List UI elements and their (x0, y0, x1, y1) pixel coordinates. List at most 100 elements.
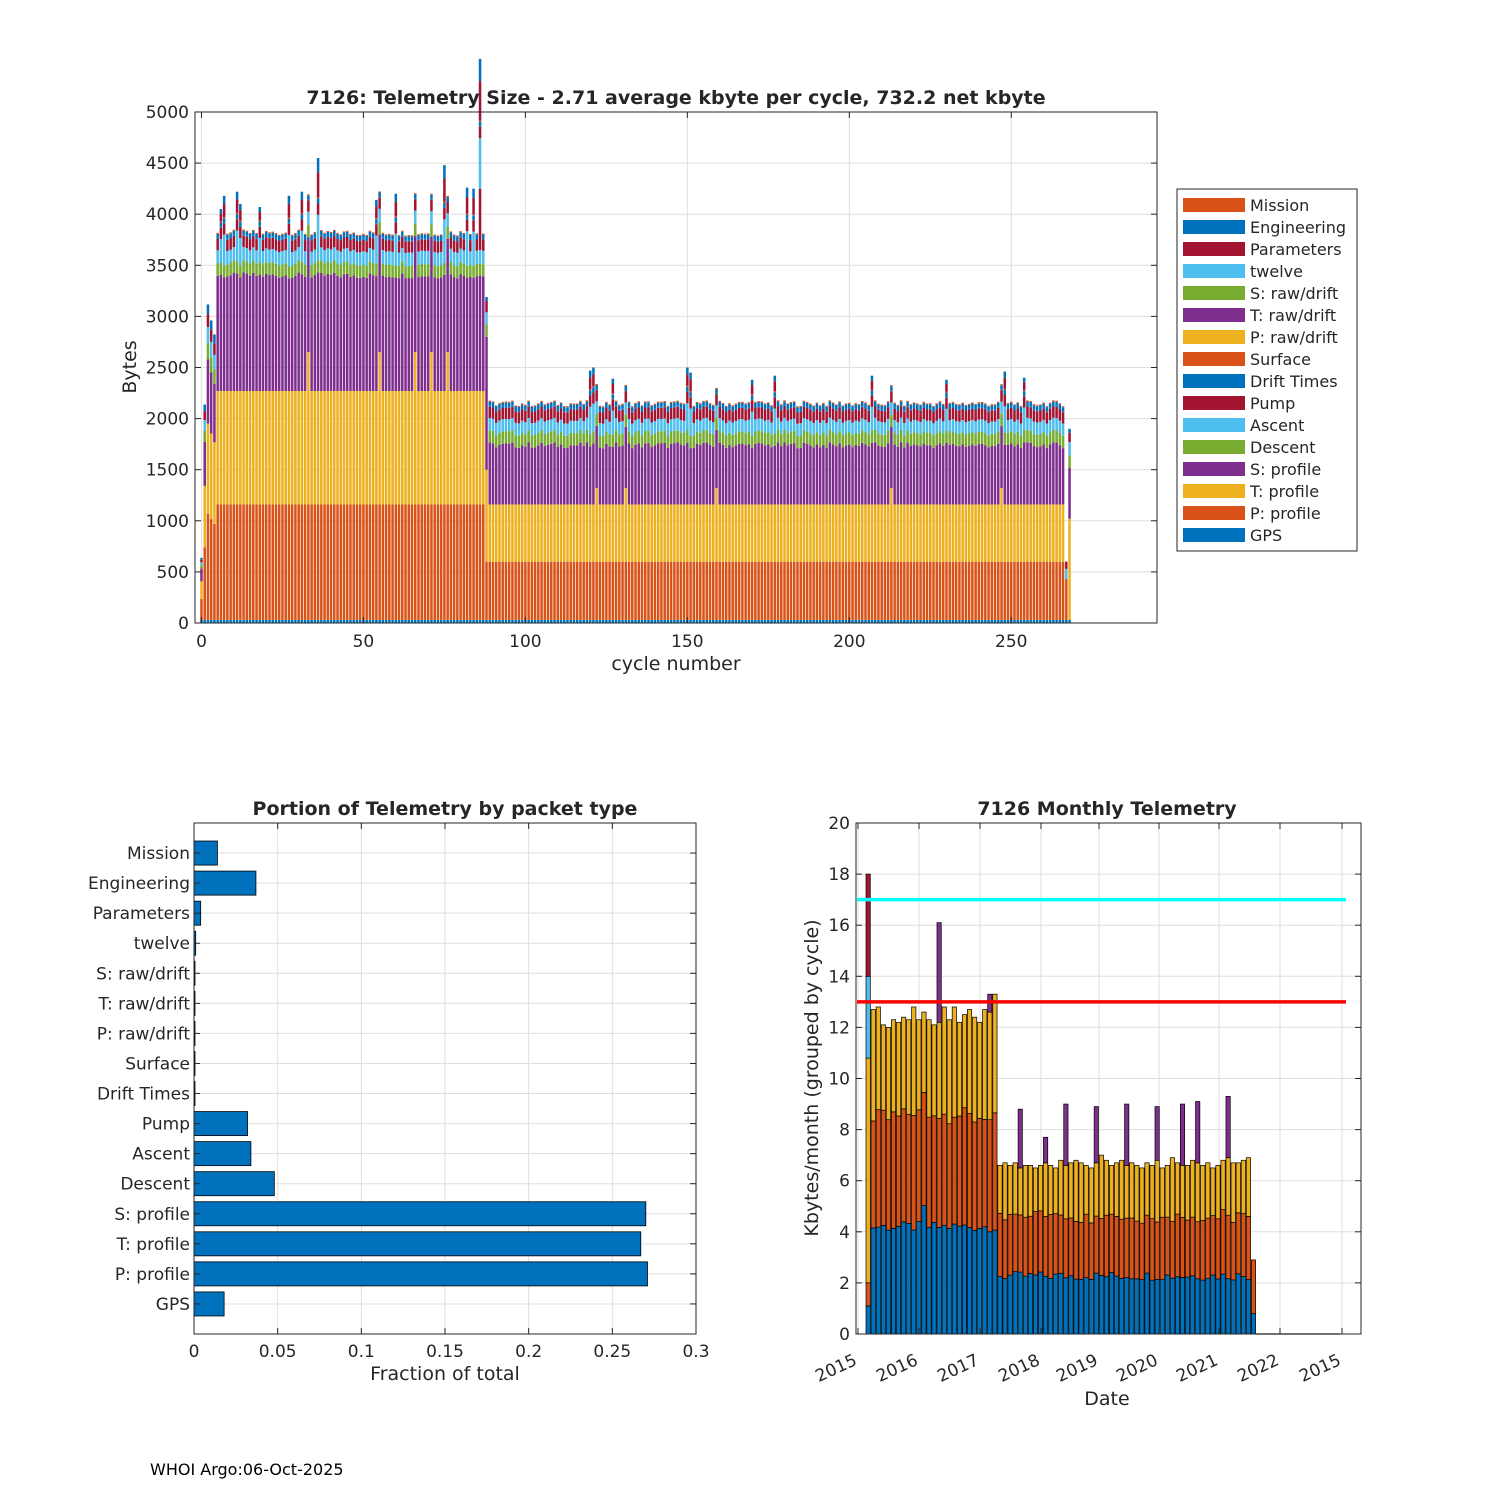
bar-segment (912, 408, 916, 420)
bar-segment (365, 234, 368, 236)
bar-segment (935, 561, 939, 620)
bar-segment (857, 561, 861, 620)
bar-segment (750, 504, 754, 562)
bar-segment (870, 430, 874, 443)
bar-segment (825, 447, 828, 505)
bar-segment (268, 262, 271, 276)
bar-segment (958, 404, 961, 406)
bar-segment (1003, 393, 1007, 395)
bar-segment (964, 619, 968, 623)
bar-segment (537, 403, 540, 405)
bar-segment (796, 412, 799, 424)
bar-segment (951, 443, 955, 505)
bar-segment (838, 406, 841, 408)
bar-segment (880, 561, 883, 620)
bar-segment (562, 504, 566, 562)
bar-segment (287, 278, 291, 392)
bar-segment (504, 402, 508, 407)
bar-segment (825, 504, 828, 562)
bar-segment (206, 343, 210, 360)
bar-segment (605, 619, 608, 623)
bar-segment (601, 407, 605, 412)
bar-segment (857, 405, 861, 410)
bar-segment (242, 619, 245, 623)
bar-segment (420, 504, 423, 620)
bar-segment (469, 619, 472, 623)
bar-segment (1029, 402, 1032, 407)
bar-segment (494, 561, 498, 620)
bar-segment (229, 233, 232, 238)
bar-segment (809, 561, 812, 620)
bar-segment (792, 504, 796, 562)
bar-segment (242, 234, 245, 236)
bar-segment (504, 443, 508, 505)
month-segment (1002, 1278, 1008, 1335)
bar-segment (449, 232, 453, 237)
bar-segment (575, 504, 579, 562)
bar-segment (1022, 561, 1026, 620)
bar-segment (789, 403, 793, 408)
bar-segment (741, 443, 744, 505)
bar-segment (760, 443, 764, 505)
bar-segment (229, 619, 232, 623)
bar-segment (239, 203, 242, 211)
month-segment (896, 1225, 902, 1335)
bar-segment (637, 443, 641, 505)
bar-segment (682, 404, 686, 409)
month-segment (1038, 1210, 1044, 1273)
category-label: P: raw/drift (97, 1024, 191, 1044)
bar-segment (757, 430, 760, 443)
bar-segment (747, 561, 751, 620)
bar-segment (290, 240, 294, 253)
bar-segment (462, 619, 466, 623)
bar-segment (209, 433, 213, 520)
bar-segment (572, 504, 576, 562)
bar-segment (1016, 407, 1019, 409)
bar-segment (326, 273, 330, 392)
bar-segment (737, 419, 741, 432)
bar-segment (899, 417, 903, 430)
bar-segment (585, 429, 589, 443)
bar-segment (1042, 619, 1045, 623)
bar-segment (352, 391, 355, 505)
bar-segment (941, 410, 945, 422)
bar-segment (1022, 390, 1026, 392)
y-tick-label: 10 (828, 1070, 850, 1090)
bar-segment (977, 431, 981, 445)
bar-segment (449, 504, 453, 620)
month-segment (961, 1107, 967, 1226)
month-segment (1240, 1159, 1246, 1215)
bar-segment (903, 447, 906, 505)
bar-segment (200, 568, 203, 582)
bar-segment (964, 434, 968, 447)
x-tick-label: 0.1 (348, 1342, 375, 1362)
bar-segment (404, 241, 407, 253)
bar-segment (507, 504, 511, 562)
month-segment (1200, 1220, 1206, 1281)
month-segment (1058, 1272, 1064, 1335)
bar-segment (517, 411, 521, 413)
bar-segment (961, 408, 964, 421)
bar-segment (938, 619, 942, 623)
bar-segment (222, 504, 226, 620)
bar-segment (767, 407, 770, 409)
bar-segment (540, 400, 543, 402)
bar-segment (643, 619, 647, 623)
bar-segment (482, 504, 485, 620)
bar-segment (841, 504, 845, 562)
bar-segment (812, 561, 815, 620)
bar-segment (728, 619, 731, 623)
bar-segment (281, 264, 284, 277)
bar-segment (595, 488, 598, 562)
bar-segment (498, 409, 501, 421)
bar-segment (686, 504, 689, 562)
bar-segment (653, 403, 657, 405)
bar-segment (860, 407, 864, 419)
bar-segment (469, 264, 472, 277)
x-tick-label: 2015 (812, 1350, 860, 1386)
bar-segment (1055, 561, 1058, 620)
bar-segment (673, 407, 676, 419)
bar-segment (1068, 442, 1071, 456)
month-segment (1022, 1216, 1028, 1277)
bar-segment (954, 619, 958, 623)
